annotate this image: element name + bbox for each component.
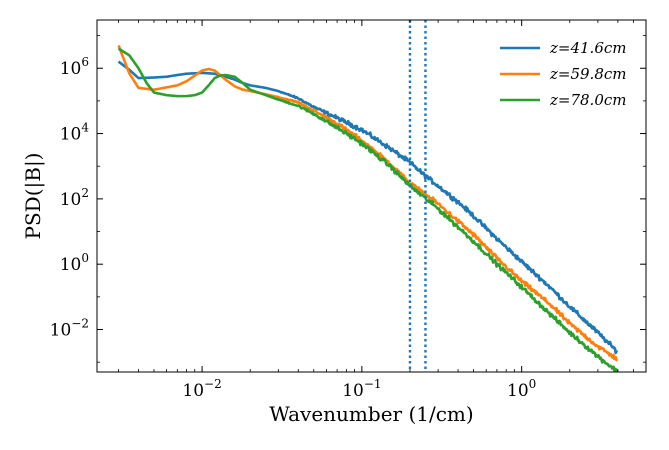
y-tick-label: 102 <box>60 186 89 210</box>
x-tick-label: 100 <box>507 377 536 401</box>
series-line-2 <box>117 44 619 362</box>
y-tick-label: 10−2 <box>50 317 89 341</box>
legend-label-1: z=41.6cm <box>549 39 627 57</box>
y-axis-label: PSD(|B|) <box>21 153 46 240</box>
legend-label-2: z=59.8cm <box>549 65 627 83</box>
legend-label-3: z=78.0cm <box>549 91 627 109</box>
legend: z=41.6cm z=59.8cm z=78.0cm <box>500 39 627 109</box>
x-tick-label: 10−1 <box>342 377 381 401</box>
y-tick-label: 104 <box>60 121 90 145</box>
x-axis-label: Wavenumber (1/cm) <box>269 402 473 426</box>
y-tick-label: 100 <box>60 251 89 275</box>
plot-area <box>117 20 619 372</box>
x-tick-label: 10−2 <box>182 377 221 401</box>
series-line-1 <box>117 60 619 355</box>
axes: 10−2 10−1 100 10−2 100 102 104 106 <box>50 19 647 401</box>
series-line-3 <box>117 47 619 372</box>
axes-frame <box>96 19 647 373</box>
y-tick-label: 106 <box>60 55 89 79</box>
